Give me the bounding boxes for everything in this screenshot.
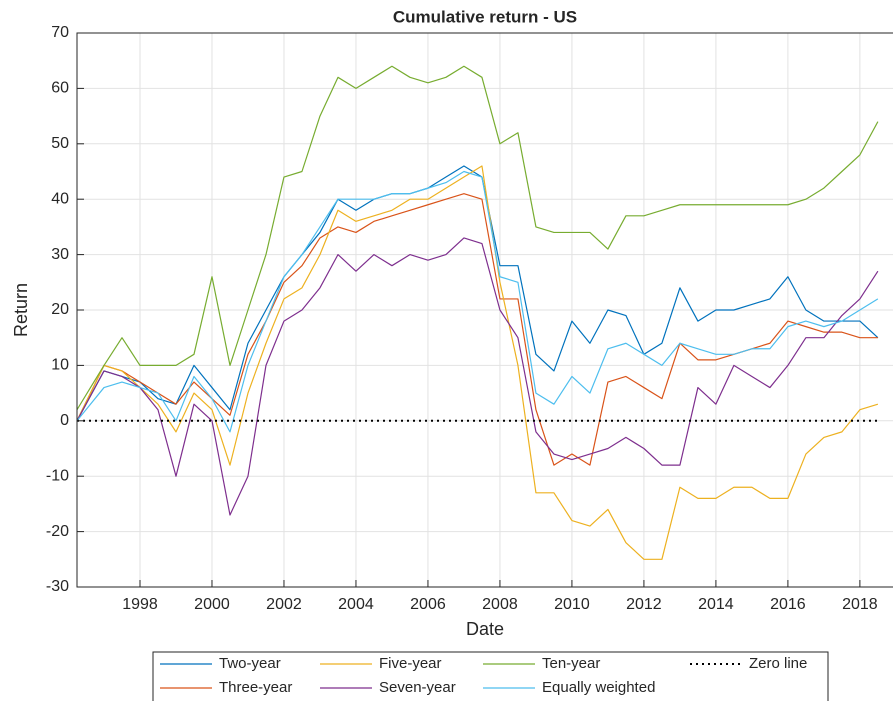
legend-label: Ten-year bbox=[542, 655, 600, 672]
series-line bbox=[77, 165, 879, 560]
y-tick-label: 30 bbox=[51, 246, 69, 263]
x-tick-label: 2018 bbox=[842, 596, 878, 613]
x-tick-label: 2016 bbox=[770, 596, 806, 613]
legend-box bbox=[152, 651, 829, 701]
legend-label: Seven-year bbox=[379, 679, 456, 696]
y-tick-label: 20 bbox=[51, 301, 69, 318]
y-tick-label: 50 bbox=[51, 135, 69, 152]
series-line bbox=[77, 237, 879, 516]
x-tick-label: 2010 bbox=[554, 596, 590, 613]
x-tick-label: 2006 bbox=[410, 596, 446, 613]
y-tick-label: -30 bbox=[46, 578, 69, 595]
series-line bbox=[77, 170, 879, 433]
axis-frame bbox=[76, 32, 893, 588]
legend: Two-year Three-year Five-year Seven-year Ten… bbox=[160, 655, 807, 696]
y-tick-label: 70 bbox=[51, 24, 69, 41]
y-tick-label: 60 bbox=[51, 80, 69, 97]
legend-label: Two-year bbox=[219, 655, 281, 672]
x-tick-label: 2004 bbox=[338, 596, 374, 613]
chart-title: Cumulative return - US bbox=[393, 7, 577, 26]
y-tick-label: 0 bbox=[60, 412, 69, 429]
x-tick-label: 2000 bbox=[194, 596, 230, 613]
legend-label: Five-year bbox=[379, 655, 442, 672]
legend-label: Three-year bbox=[219, 679, 292, 696]
y-tick-label: 10 bbox=[51, 357, 69, 374]
y-tick-label: -20 bbox=[46, 523, 69, 540]
x-tick-label: 2008 bbox=[482, 596, 518, 613]
y-tick-label: -10 bbox=[46, 467, 69, 484]
x-tick-label: 2014 bbox=[698, 596, 734, 613]
legend-label: Zero line bbox=[749, 655, 807, 672]
y-tick-label: 40 bbox=[51, 190, 69, 207]
series-line bbox=[77, 65, 879, 411]
legend-label: Equally weighted bbox=[542, 679, 655, 696]
x-tick-label: 2002 bbox=[266, 596, 302, 613]
lines bbox=[77, 65, 879, 560]
x-axis-label: Date bbox=[466, 619, 504, 639]
axes: -30 -20 -10 0 10 20 30 40 50 60 70 1998 2000 2002 2004… bbox=[46, 24, 893, 613]
x-tick-label: 2012 bbox=[626, 596, 662, 613]
y-axis-label: Return bbox=[11, 283, 31, 337]
x-tick-label: 1998 bbox=[122, 596, 158, 613]
